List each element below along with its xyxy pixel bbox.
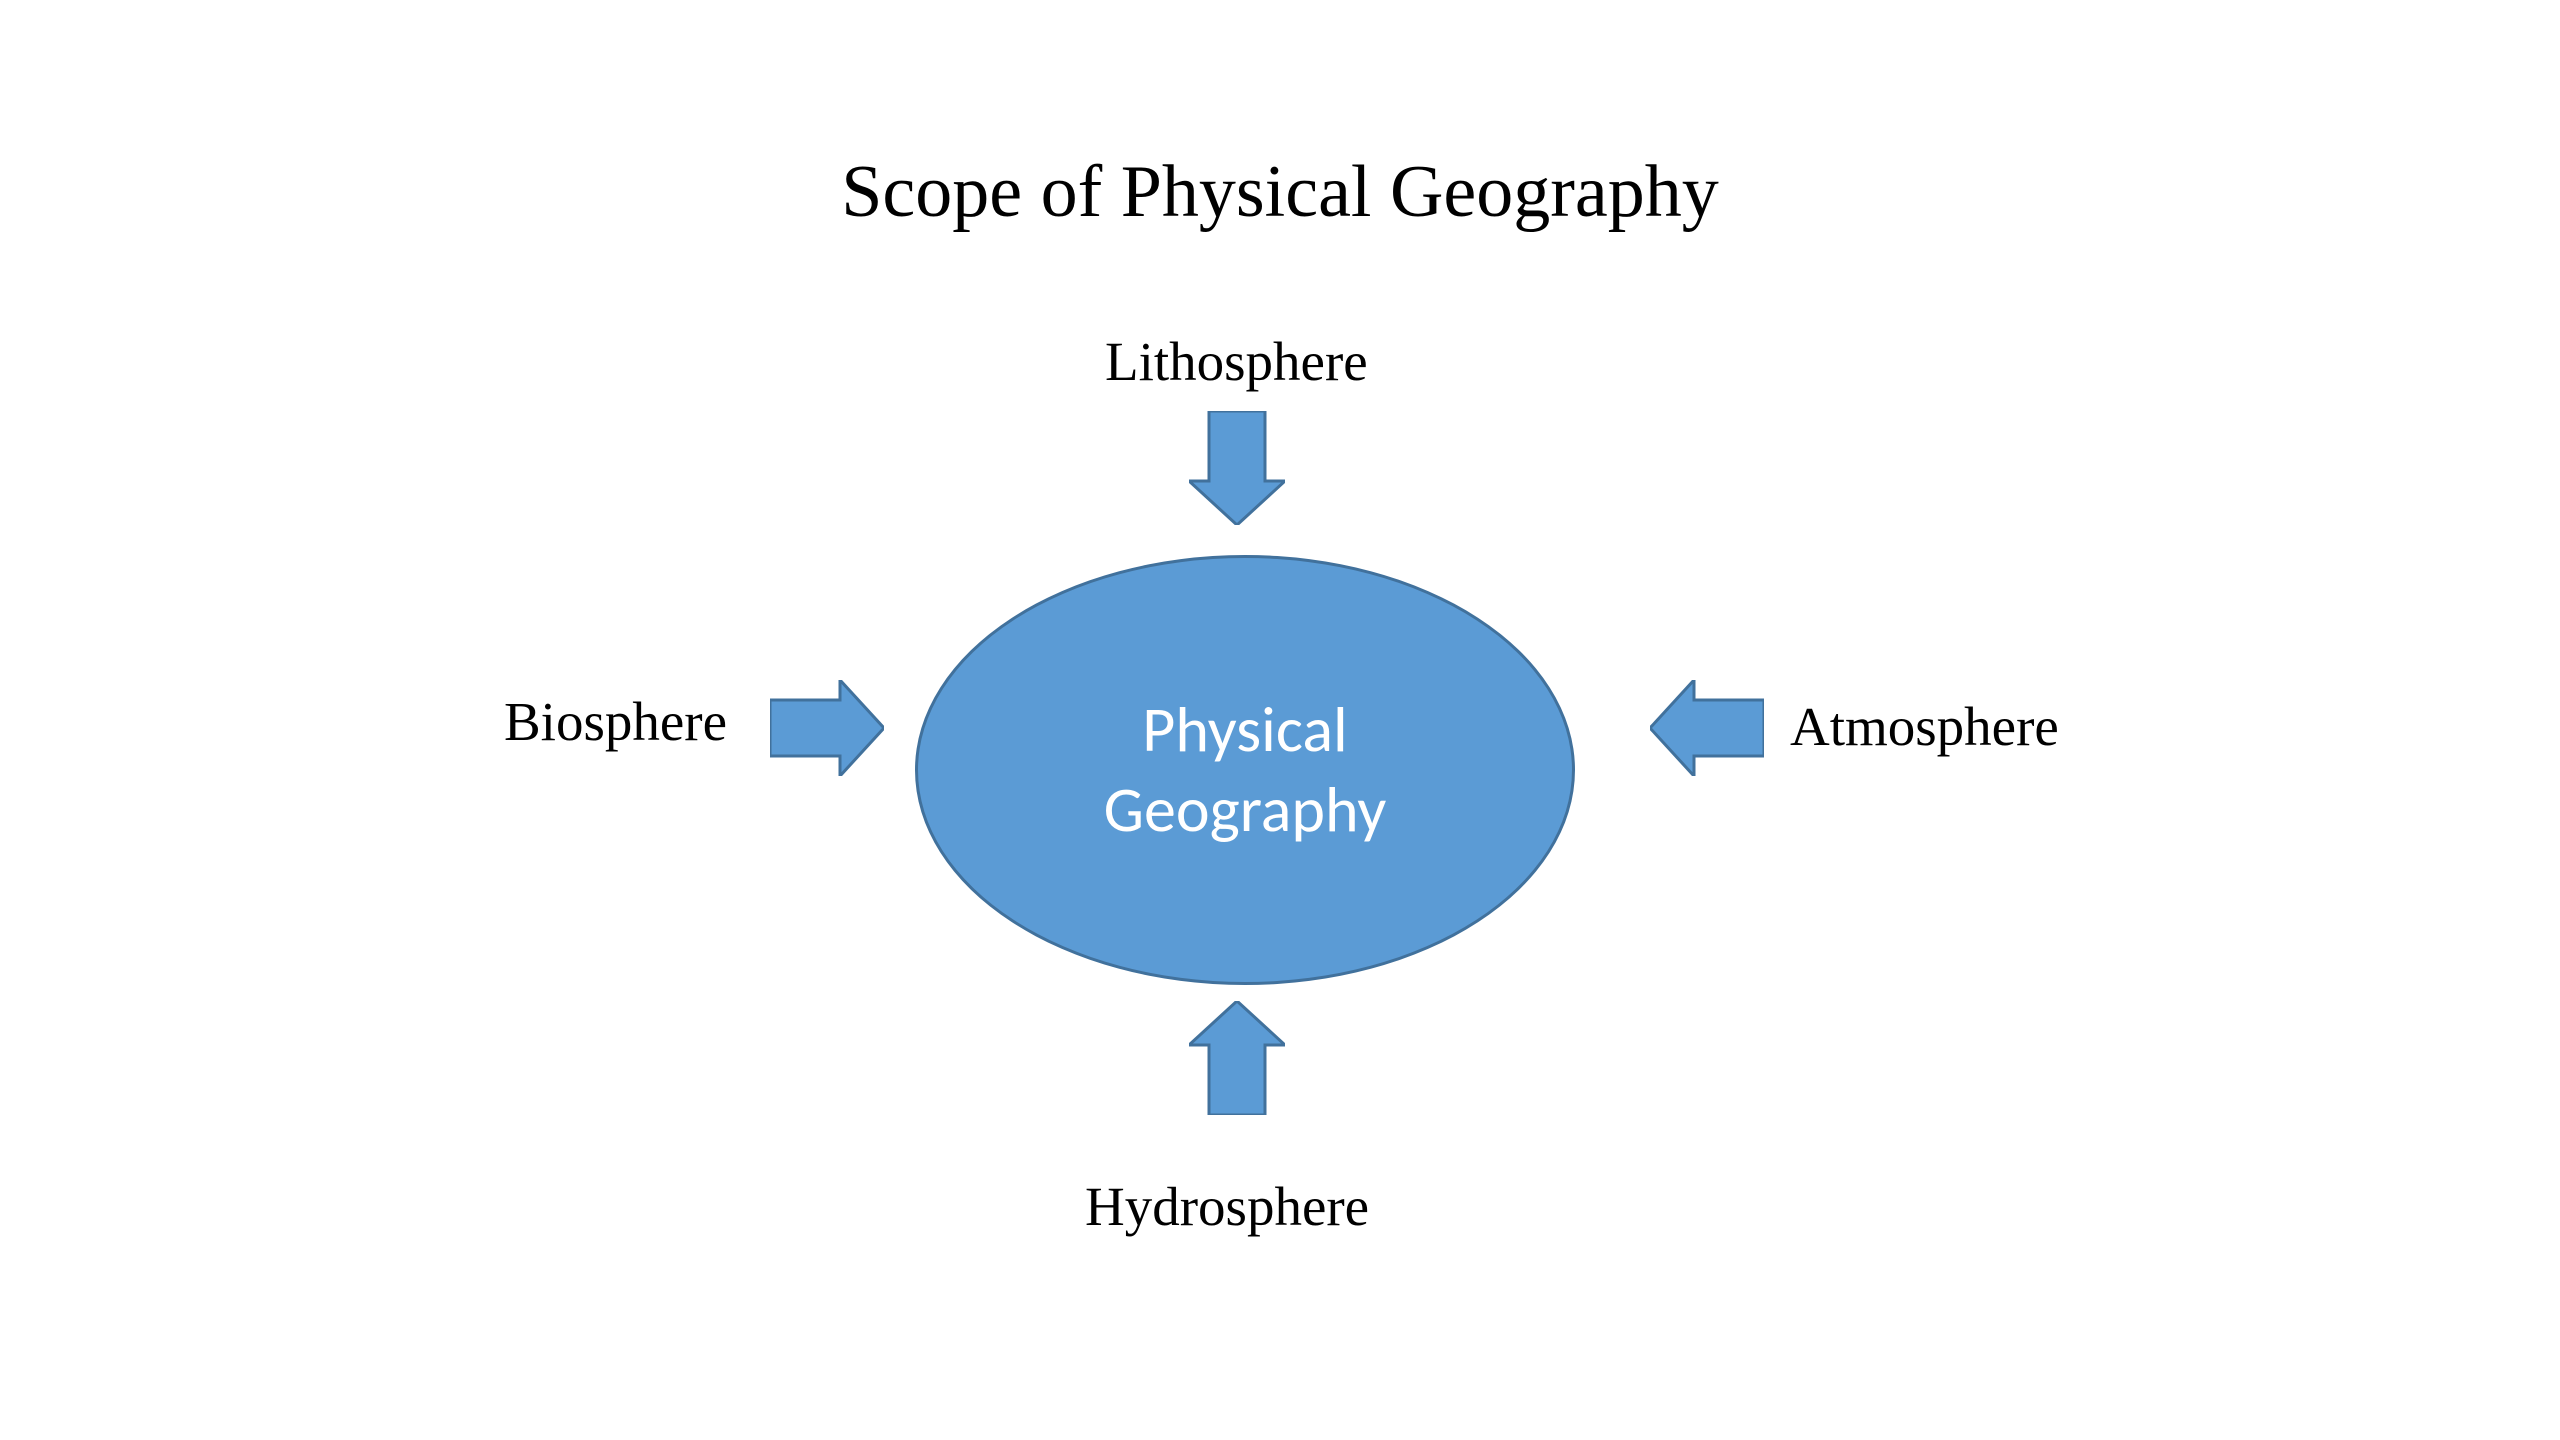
diagram-canvas: Scope of Physical Geography Physical Geo… [0,0,2560,1440]
diagram-title: Scope of Physical Geography [841,150,1719,235]
node-label-left: Biosphere [504,690,727,753]
arrow-right [1650,680,1764,776]
arrow-bottom [1180,1010,1294,1106]
node-label-right: Atmosphere [1790,695,2059,758]
node-label-top: Lithosphere [1105,330,1368,393]
center-label-line1: Physical [1142,691,1347,769]
center-label: Physical Geography [1104,690,1387,850]
center-ellipse: Physical Geography [915,555,1575,985]
arrow-top [1180,420,1294,516]
center-label-line2: Geography [1104,771,1387,849]
node-label-bottom: Hydrosphere [1085,1175,1369,1238]
arrow-left [770,680,884,776]
